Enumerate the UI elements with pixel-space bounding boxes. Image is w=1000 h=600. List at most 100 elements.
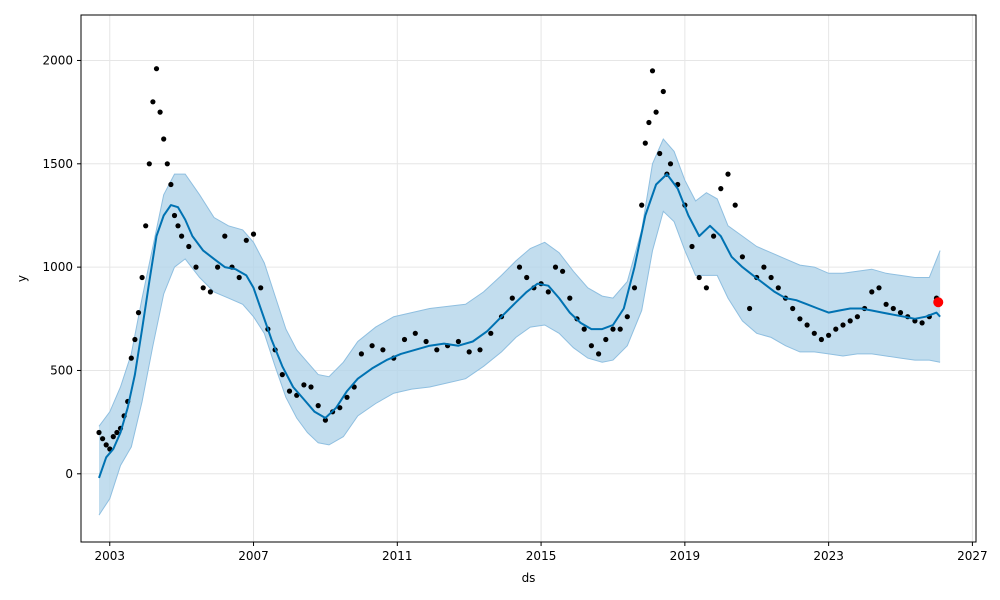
observed-point xyxy=(732,202,738,208)
observed-point xyxy=(847,318,853,324)
observed-point xyxy=(775,285,781,291)
observed-point xyxy=(315,403,321,409)
observed-point xyxy=(135,310,142,316)
observed-point xyxy=(358,351,364,357)
observed-point xyxy=(552,264,559,270)
observed-point xyxy=(344,394,350,400)
x-tick-label: 2007 xyxy=(238,549,269,563)
observed-point xyxy=(200,285,206,291)
observed-point xyxy=(509,295,515,301)
y-tick-label: 1500 xyxy=(42,157,73,171)
observed-point xyxy=(110,434,116,440)
observed-point xyxy=(146,161,152,167)
observed-point xyxy=(739,254,746,260)
observed-point xyxy=(603,336,609,343)
observed-point xyxy=(477,347,483,353)
observed-point xyxy=(631,285,638,291)
observed-point xyxy=(157,109,163,115)
observed-point xyxy=(175,223,181,229)
observed-point xyxy=(236,274,242,281)
observed-point xyxy=(649,68,656,74)
observed-point xyxy=(790,305,796,312)
observed-point xyxy=(545,289,551,295)
x-tick-label: 2003 xyxy=(94,549,125,563)
observed-point xyxy=(711,233,717,239)
observed-point xyxy=(869,289,875,295)
observed-point xyxy=(667,161,674,167)
observed-point xyxy=(301,382,307,388)
observed-point xyxy=(308,384,314,390)
highlight-point xyxy=(933,297,944,308)
observed-point xyxy=(222,233,228,239)
observed-point xyxy=(279,372,285,378)
observed-point xyxy=(596,351,602,357)
observed-point xyxy=(890,305,896,312)
observed-point xyxy=(150,99,156,105)
observed-point xyxy=(696,274,702,281)
observed-point xyxy=(516,264,523,270)
observed-point xyxy=(768,274,774,281)
observed-point xyxy=(811,330,817,336)
observed-point xyxy=(624,314,630,320)
observed-point xyxy=(689,243,695,250)
observed-point xyxy=(718,186,724,192)
uncertainty-upper-edge xyxy=(98,138,941,427)
x-tick-label: 2027 xyxy=(957,549,988,563)
observed-point xyxy=(725,171,731,177)
observed-point xyxy=(646,119,652,126)
observed-point xyxy=(567,295,573,301)
x-tick-label: 2019 xyxy=(670,549,701,563)
observed-point xyxy=(423,338,429,345)
observed-point xyxy=(818,336,825,343)
observed-point xyxy=(434,347,440,353)
observed-point xyxy=(833,326,839,332)
x-tick-label: 2023 xyxy=(813,549,844,563)
y-tick-label: 500 xyxy=(50,363,73,377)
observed-point xyxy=(243,237,249,243)
observed-point xyxy=(826,332,832,338)
observed-point xyxy=(703,285,710,291)
observed-point xyxy=(207,289,213,295)
observed-point xyxy=(588,343,595,349)
observed-point xyxy=(876,285,882,291)
observed-point xyxy=(883,301,889,307)
observed-point xyxy=(171,212,178,219)
observed-point xyxy=(488,330,494,336)
observed-point xyxy=(168,181,174,188)
observed-point xyxy=(215,264,221,270)
observed-point xyxy=(193,264,199,270)
observed-point xyxy=(747,305,753,312)
observed-point xyxy=(164,161,170,167)
observed-point xyxy=(660,88,666,95)
forecast-line xyxy=(98,173,941,479)
observed-point xyxy=(250,231,257,237)
observed-point xyxy=(412,330,418,336)
observed-point xyxy=(466,349,472,355)
observed-point xyxy=(322,417,328,423)
observed-point xyxy=(560,268,566,274)
observed-point xyxy=(610,326,616,332)
observed-point xyxy=(143,223,149,229)
observed-point xyxy=(186,243,192,250)
x-tick-label: 2011 xyxy=(382,549,413,563)
x-axis-ticks: 2003 2007 2011 2015 2019 2023 2027 xyxy=(94,542,988,563)
observed-point xyxy=(286,388,293,394)
observed-point xyxy=(401,336,408,343)
observed-point xyxy=(840,322,846,328)
observed-point xyxy=(912,318,918,324)
observed-point xyxy=(657,150,663,157)
observed-point xyxy=(153,66,160,72)
observed-point xyxy=(642,140,648,146)
uncertainty-lower-edge xyxy=(98,210,941,516)
observed-point xyxy=(380,347,386,353)
observed-point xyxy=(919,320,925,326)
observed-point xyxy=(797,316,803,322)
uncertainty-interval-band xyxy=(99,139,941,516)
y-tick-label: 1000 xyxy=(42,260,73,274)
observed-point xyxy=(132,336,138,343)
x-tick-label: 2015 xyxy=(526,549,557,563)
y-axis-label: y xyxy=(15,275,29,282)
observed-point xyxy=(96,429,102,436)
observed-point xyxy=(100,436,106,442)
